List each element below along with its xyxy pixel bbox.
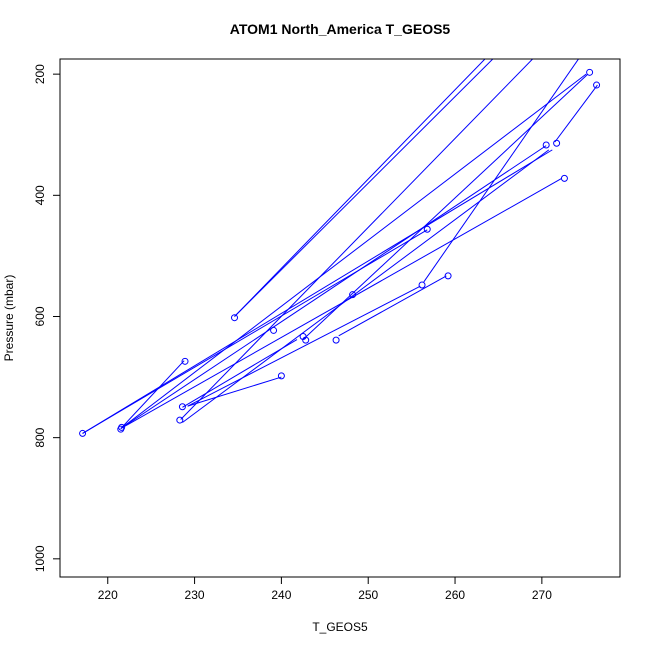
y-tick-label: 600 bbox=[33, 306, 47, 326]
series-line bbox=[180, 59, 534, 420]
x-tick-label: 260 bbox=[445, 588, 465, 602]
series-line bbox=[554, 84, 598, 143]
data-point bbox=[332, 336, 340, 344]
series-line bbox=[302, 73, 589, 340]
data-point bbox=[586, 68, 594, 76]
data-point bbox=[79, 429, 87, 437]
data-point bbox=[270, 326, 278, 334]
plot-frame bbox=[59, 58, 621, 578]
series-line bbox=[120, 360, 185, 429]
data-point bbox=[418, 281, 426, 289]
x-tick-label: 240 bbox=[271, 588, 291, 602]
y-axis-label: Pressure (mbar) bbox=[2, 275, 16, 362]
x-tick-label: 220 bbox=[98, 588, 118, 602]
series-line bbox=[234, 59, 486, 317]
series-line bbox=[182, 339, 298, 408]
x-axis-label: T_GEOS5 bbox=[312, 620, 368, 634]
series-line bbox=[182, 149, 550, 423]
data-point bbox=[181, 357, 189, 365]
data-point bbox=[176, 416, 184, 424]
y-tick-label: 1000 bbox=[33, 545, 47, 572]
series-lines bbox=[82, 59, 598, 434]
y-tick-label: 200 bbox=[33, 64, 47, 84]
y-tick-label: 800 bbox=[33, 427, 47, 447]
data-point bbox=[231, 314, 239, 322]
data-point bbox=[560, 174, 568, 182]
data-point bbox=[277, 372, 285, 380]
series-line bbox=[82, 229, 428, 434]
x-tick-label: 270 bbox=[532, 588, 552, 602]
y-axis: 200 400 600 800 1000 bbox=[33, 64, 61, 572]
x-tick-label: 250 bbox=[358, 588, 378, 602]
data-point bbox=[178, 403, 186, 411]
data-point bbox=[553, 139, 561, 147]
series-points bbox=[79, 68, 601, 437]
series-line bbox=[120, 145, 547, 429]
series-line bbox=[423, 59, 580, 283]
series-line bbox=[187, 285, 421, 407]
data-point bbox=[444, 272, 452, 280]
data-point bbox=[302, 336, 310, 344]
series-line bbox=[234, 59, 494, 317]
data-point bbox=[593, 81, 601, 89]
series-line bbox=[187, 376, 282, 407]
series-line bbox=[120, 73, 587, 429]
y-tick-label: 400 bbox=[33, 185, 47, 205]
data-point bbox=[349, 291, 357, 299]
chart-title: ATOM1 North_America T_GEOS5 bbox=[230, 21, 451, 37]
data-point bbox=[117, 425, 125, 433]
series-line bbox=[338, 275, 447, 337]
x-tick-label: 230 bbox=[185, 588, 205, 602]
data-point bbox=[542, 141, 550, 149]
data-point bbox=[423, 225, 431, 233]
